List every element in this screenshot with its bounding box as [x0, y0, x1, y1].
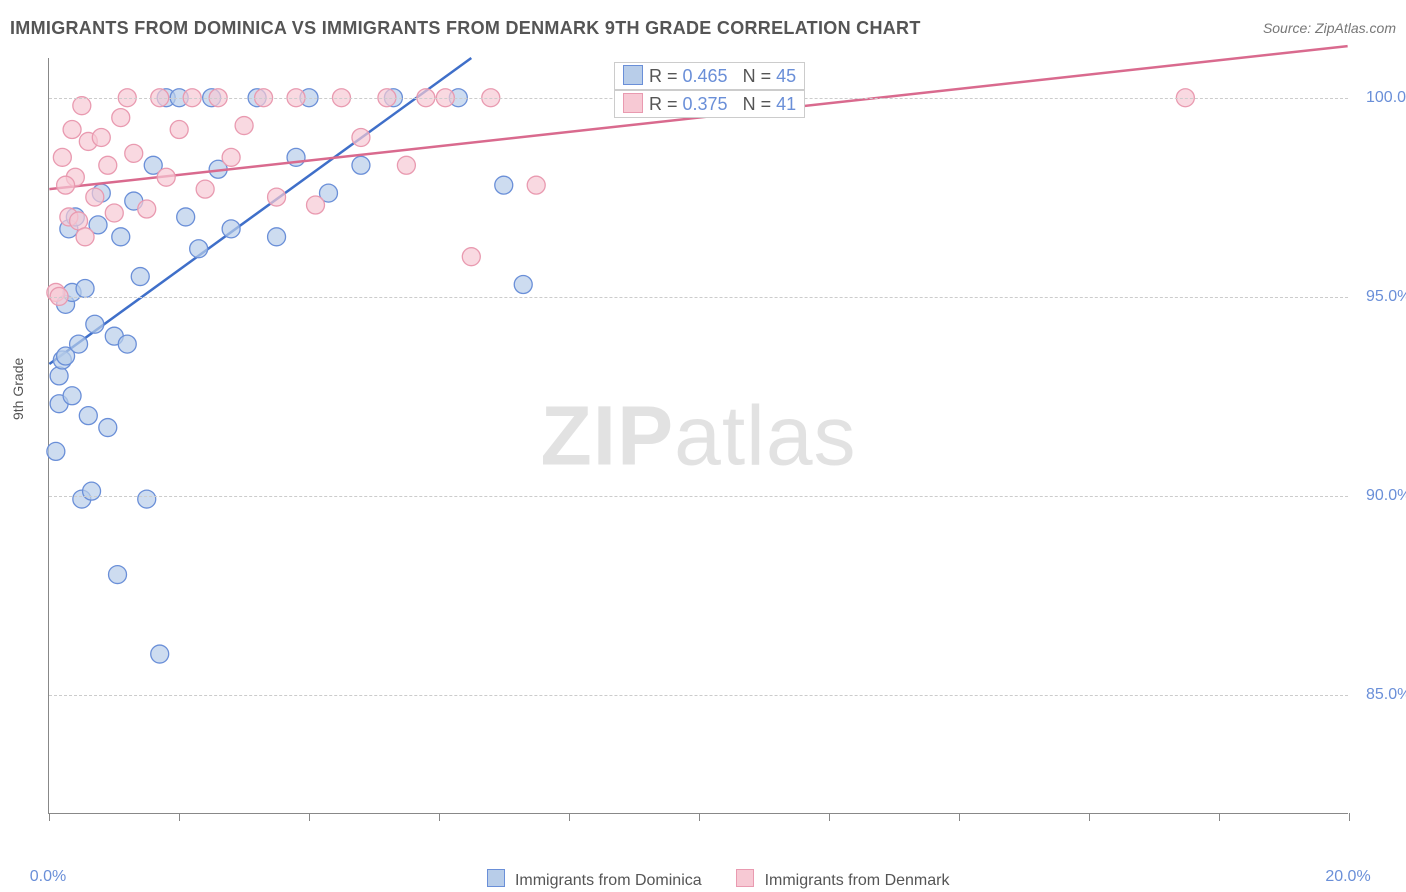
point-dominica	[99, 419, 117, 437]
point-denmark	[99, 156, 117, 174]
point-denmark	[157, 168, 175, 186]
gridline	[49, 297, 1348, 298]
point-denmark	[527, 176, 545, 194]
plot-svg	[49, 58, 1348, 813]
y-tick-label: 95.0%	[1366, 288, 1398, 306]
x-tick	[829, 813, 830, 821]
point-denmark	[268, 188, 286, 206]
point-dominica	[268, 228, 286, 246]
point-denmark	[352, 128, 370, 146]
point-denmark	[105, 204, 123, 222]
point-denmark	[73, 97, 91, 115]
x-tick	[1349, 813, 1350, 821]
point-dominica	[70, 335, 88, 353]
y-axis-label: 9th Grade	[10, 358, 26, 420]
point-dominica	[79, 407, 97, 425]
point-dominica	[514, 276, 532, 294]
point-denmark	[63, 121, 81, 139]
point-dominica	[118, 335, 136, 353]
point-denmark	[92, 128, 110, 146]
point-denmark	[222, 148, 240, 166]
gridline	[49, 695, 1348, 696]
source-label: Source: ZipAtlas.com	[1263, 20, 1396, 36]
plot-area: ZIPatlas R = 0.465 N = 45R = 0.375 N = 4…	[48, 58, 1348, 814]
x-tick	[179, 813, 180, 821]
stat-swatch	[623, 93, 643, 113]
point-dominica	[109, 566, 127, 584]
point-denmark	[462, 248, 480, 266]
stat-swatch	[623, 65, 643, 85]
point-denmark	[138, 200, 156, 218]
point-denmark	[86, 188, 104, 206]
stat-box-denmark: R = 0.375 N = 41	[614, 90, 805, 118]
point-dominica	[495, 176, 513, 194]
y-tick-label: 90.0%	[1366, 487, 1398, 505]
x-tick	[1219, 813, 1220, 821]
point-dominica	[138, 490, 156, 508]
x-tick	[959, 813, 960, 821]
point-dominica	[47, 442, 65, 460]
x-tick	[699, 813, 700, 821]
legend: Immigrants from Dominica Immigrants from…	[0, 869, 1406, 890]
x-tick	[49, 813, 50, 821]
point-dominica	[63, 387, 81, 405]
y-tick-label: 85.0%	[1366, 686, 1398, 704]
x-tick-label: 20.0%	[1325, 868, 1370, 886]
x-tick-label: 0.0%	[30, 868, 66, 886]
point-denmark	[397, 156, 415, 174]
point-dominica	[222, 220, 240, 238]
point-dominica	[112, 228, 130, 246]
point-dominica	[352, 156, 370, 174]
point-denmark	[76, 228, 94, 246]
point-denmark	[112, 109, 130, 127]
chart-title: IMMIGRANTS FROM DOMINICA VS IMMIGRANTS F…	[10, 18, 921, 38]
point-dominica	[76, 279, 94, 297]
point-dominica	[50, 367, 68, 385]
x-tick	[439, 813, 440, 821]
x-tick	[569, 813, 570, 821]
stat-box-dominica: R = 0.465 N = 45	[614, 62, 805, 90]
point-denmark	[57, 176, 75, 194]
legend-swatch-dominica	[487, 869, 505, 887]
legend-label-dominica: Immigrants from Dominica	[515, 872, 702, 889]
x-tick	[1089, 813, 1090, 821]
legend-label-denmark: Immigrants from Denmark	[765, 872, 950, 889]
point-denmark	[235, 117, 253, 135]
point-dominica	[83, 482, 101, 500]
point-dominica	[190, 240, 208, 258]
legend-swatch-denmark	[736, 869, 754, 887]
point-denmark	[307, 196, 325, 214]
y-tick-label: 100.0%	[1366, 89, 1398, 107]
point-denmark	[170, 121, 188, 139]
point-dominica	[151, 645, 169, 663]
point-denmark	[53, 148, 71, 166]
x-tick	[309, 813, 310, 821]
gridline	[49, 496, 1348, 497]
point-dominica	[86, 315, 104, 333]
point-denmark	[196, 180, 214, 198]
point-dominica	[131, 268, 149, 286]
point-denmark	[125, 144, 143, 162]
point-dominica	[177, 208, 195, 226]
